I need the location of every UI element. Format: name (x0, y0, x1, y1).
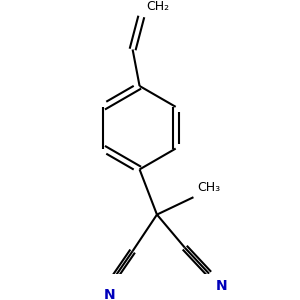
Text: N: N (104, 288, 116, 300)
Text: CH₂: CH₂ (146, 0, 170, 13)
Text: N: N (216, 279, 228, 293)
Text: CH₃: CH₃ (197, 181, 220, 194)
